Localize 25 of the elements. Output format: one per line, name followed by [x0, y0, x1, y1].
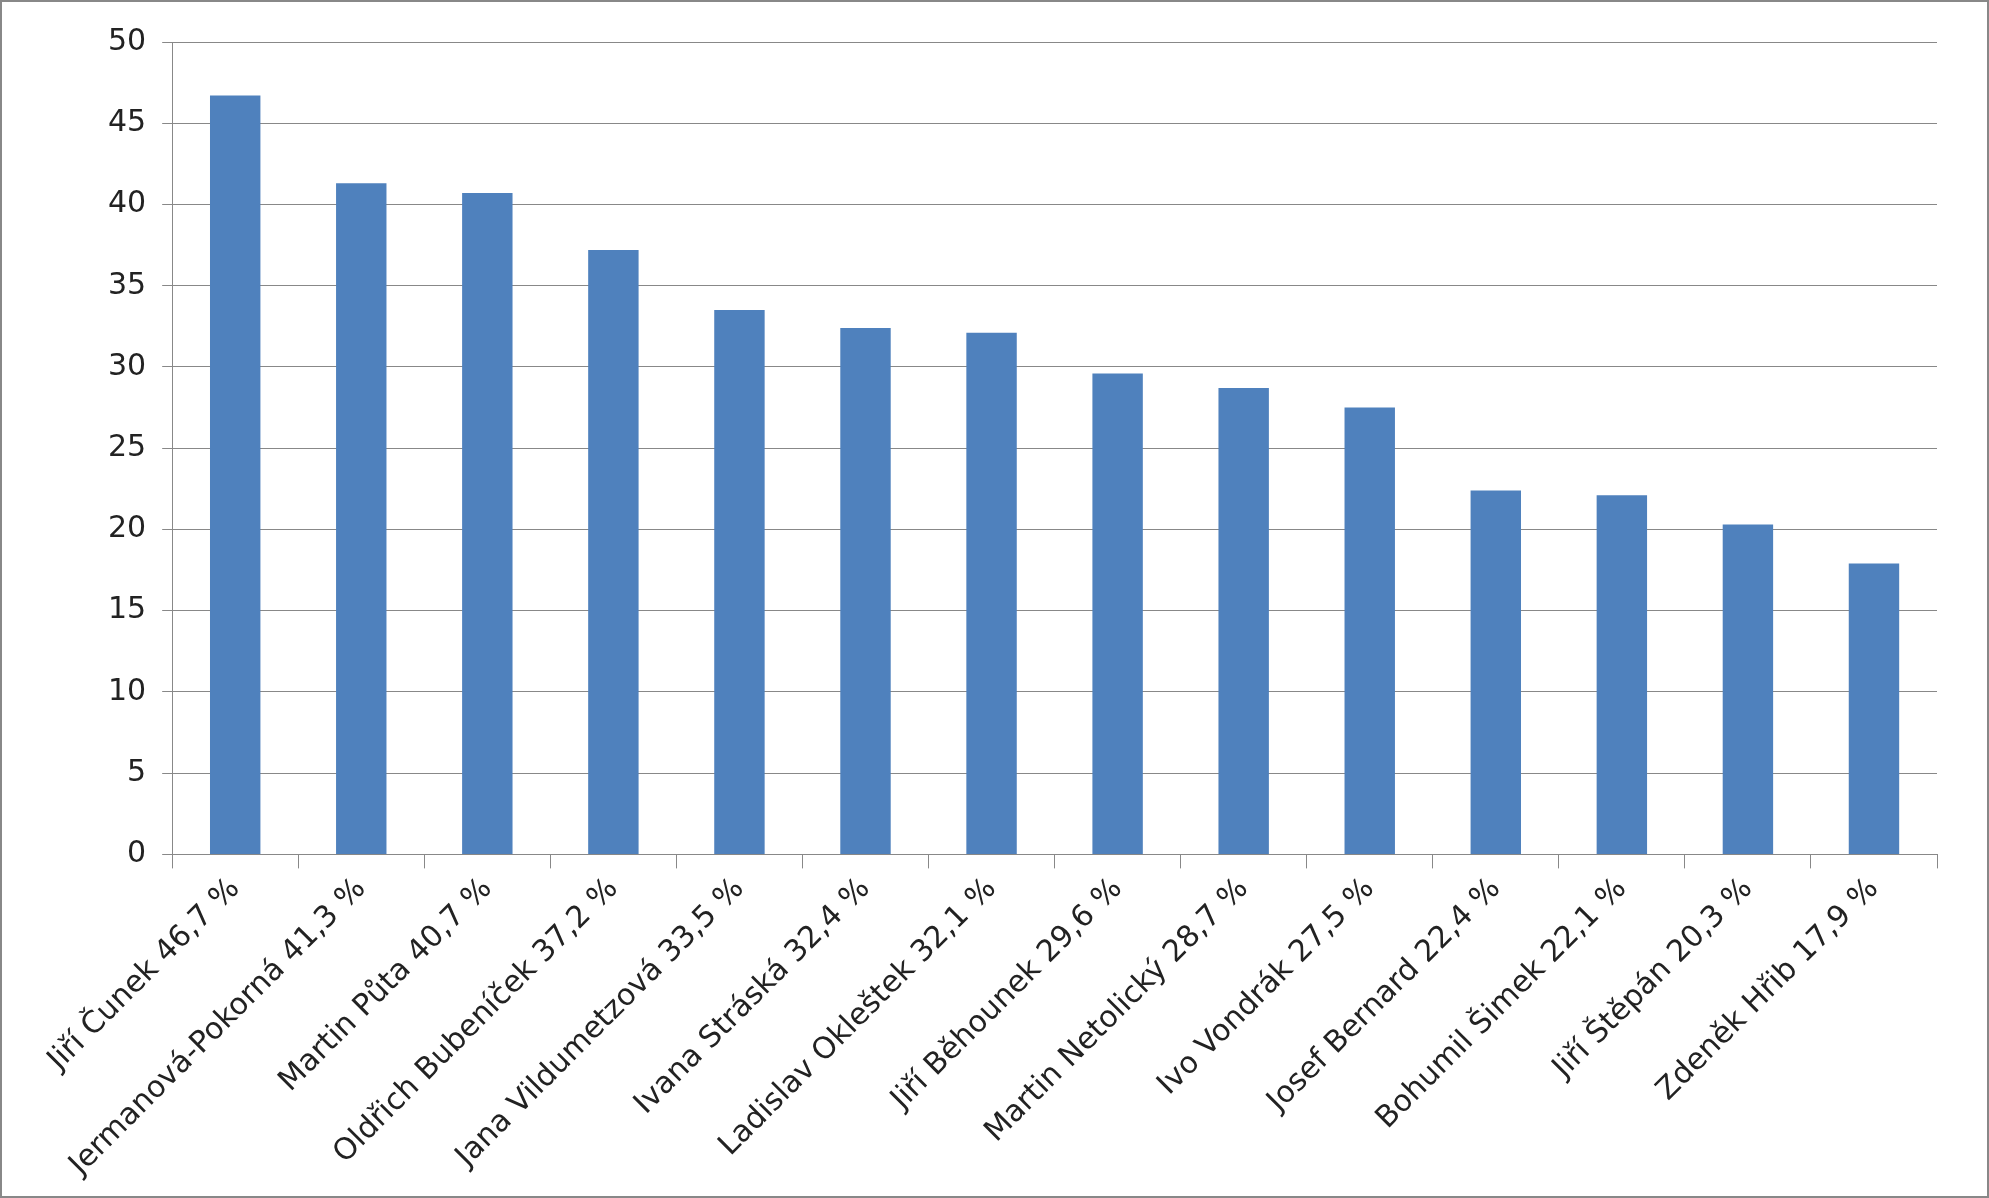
bar — [588, 249, 639, 854]
bar — [1218, 388, 1269, 854]
bar — [840, 327, 891, 854]
y-tick-label: 15 — [107, 590, 147, 626]
y-tick-label: 35 — [107, 265, 147, 301]
bar — [714, 310, 765, 854]
bar — [462, 193, 513, 854]
bar — [1596, 495, 1648, 854]
y-tick-label: 5 — [127, 752, 147, 788]
y-tick-label: 30 — [107, 346, 147, 382]
bar — [1848, 563, 1900, 854]
bar — [1092, 373, 1143, 854]
bar — [966, 332, 1017, 854]
bar — [1344, 407, 1395, 854]
y-tick-label: 10 — [107, 671, 147, 707]
bar — [336, 183, 387, 854]
bar — [1470, 490, 1522, 854]
y-tick-label: 25 — [107, 428, 147, 463]
bar — [1722, 524, 1774, 854]
bar — [209, 95, 261, 854]
y-tick-label: 45 — [107, 103, 147, 139]
y-tick-label: 50 — [107, 21, 147, 57]
y-tick-label: 40 — [107, 184, 147, 220]
y-tick-label: 20 — [107, 509, 147, 545]
y-tick-label: 0 — [127, 834, 147, 870]
